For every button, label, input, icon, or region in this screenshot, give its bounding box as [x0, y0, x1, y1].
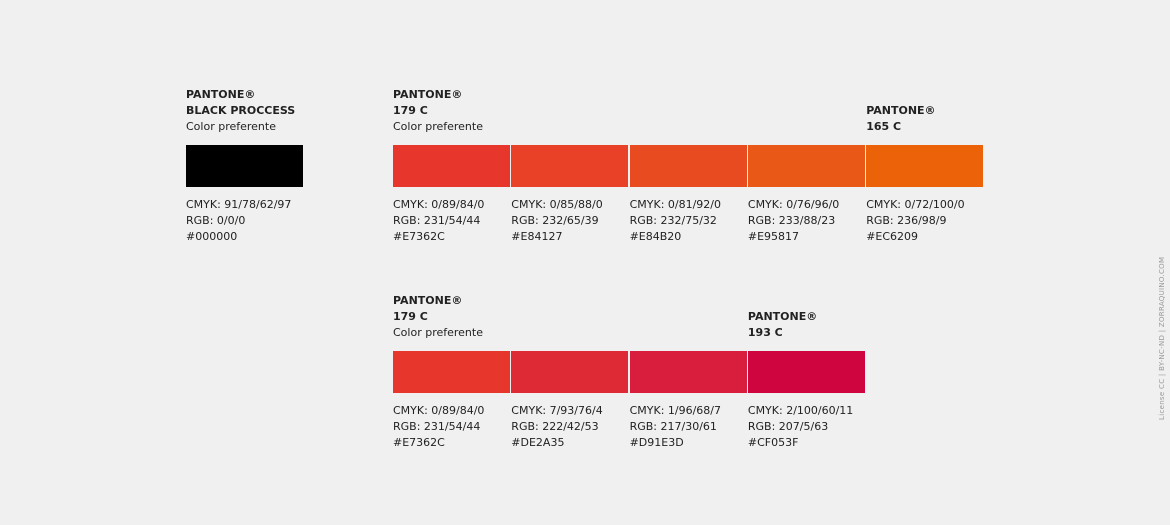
color-rgb: RGB: 232/65/39 [511, 214, 599, 227]
color-cmyk: CMYK: 1/96/68/7 [629, 404, 722, 417]
color-cmyk: CMYK: 0/72/100/0 [866, 198, 965, 211]
label-brand: PANTONE® [747, 310, 818, 323]
color-cmyk: CMYK: 0/76/96/0 [747, 198, 840, 211]
color-swatch [393, 351, 510, 393]
color-info: CMYK: 2/100/60/11 RGB: 207/5/63 #CF053F [748, 403, 853, 451]
label-brand: PANTONE® [866, 104, 936, 117]
color-info: CMYK: 0/89/84/0 RGB: 231/54/44 #E7362C [393, 403, 484, 451]
color-hex: #000000 [186, 230, 238, 243]
color-hex: #EC6209 [866, 230, 919, 243]
color-hex: #D91E3D [629, 436, 684, 449]
color-hex: #E84127 [511, 230, 563, 243]
color-hex: #DE2A35 [511, 436, 565, 449]
color-info: CMYK: 7/93/76/4 RGB: 222/42/53 #DE2A35 [511, 403, 602, 451]
label-name: 179 C [393, 310, 428, 323]
color-rgb: RGB: 236/98/9 [866, 214, 947, 227]
color-swatch [629, 145, 747, 187]
color-cmyk: CMYK: 2/100/60/11 [747, 404, 854, 417]
color-rgb: RGB: 231/54/44 [393, 420, 481, 433]
color-cmyk: CMYK: 0/89/84/0 [393, 404, 485, 417]
label-name: 179 C [393, 104, 428, 117]
label-name: BLACK PROCCESS [186, 104, 296, 117]
color-swatch [747, 351, 865, 393]
pantone-label: PANTONE® 179 C Color preferente [393, 87, 483, 135]
color-hex: #CF053F [747, 436, 799, 449]
pantone-label: PANTONE® BLACK PROCCESS Color preferente [186, 87, 295, 135]
color-rgb: RGB: 231/54/44 [393, 214, 481, 227]
label-brand: PANTONE® [393, 294, 463, 307]
pantone-label: PANTONE® 165 C [866, 103, 935, 135]
color-swatch [393, 145, 510, 187]
color-swatch [747, 145, 865, 187]
color-info: CMYK: 0/76/96/0 RGB: 233/88/23 #E95817 [748, 197, 839, 245]
color-hex: #E84B20 [629, 230, 682, 243]
color-rgb: RGB: 222/42/53 [511, 420, 599, 433]
color-rgb: RGB: 0/0/0 [186, 214, 246, 227]
label-name: 165 C [866, 120, 902, 133]
color-info: CMYK: 91/78/62/97 RGB: 0/0/0 #000000 [186, 197, 291, 245]
color-info: CMYK: 0/85/88/0 RGB: 232/65/39 #E84127 [511, 197, 602, 245]
color-info: CMYK: 0/72/100/0 RGB: 236/98/9 #EC6209 [866, 197, 964, 245]
pantone-label: PANTONE® 193 C [748, 309, 817, 341]
color-info: CMYK: 0/89/84/0 RGB: 231/54/44 #E7362C [393, 197, 484, 245]
color-rgb: RGB: 207/5/63 [747, 420, 829, 433]
color-rgb: RGB: 217/30/61 [629, 420, 717, 433]
color-rgb: RGB: 233/88/23 [747, 214, 836, 227]
color-hex: #E95817 [747, 230, 800, 243]
color-info: CMYK: 1/96/68/7 RGB: 217/30/61 #D91E3D [630, 403, 721, 451]
color-cmyk: CMYK: 0/85/88/0 [511, 198, 603, 211]
label-note: Color preferente [393, 326, 483, 339]
color-cmyk: CMYK: 0/81/92/0 [629, 198, 722, 211]
color-swatch [511, 145, 629, 187]
color-cmyk: CMYK: 0/89/84/0 [393, 198, 485, 211]
license: License CC | BY-NC-ND | ZORRAQUINO.COM [1158, 256, 1166, 420]
color-rgb: RGB: 232/75/32 [629, 214, 717, 227]
color-swatch [629, 351, 747, 393]
color-hex: #E7362C [393, 436, 445, 449]
color-hex: #E7362C [393, 230, 445, 243]
color-swatch [186, 145, 303, 187]
color-swatch [866, 145, 984, 187]
color-cmyk: CMYK: 7/93/76/4 [511, 404, 603, 417]
label-note: Color preferente [186, 120, 276, 133]
label-note: Color preferente [393, 120, 483, 133]
label-name: 193 C [747, 326, 783, 339]
color-info: CMYK: 0/81/92/0 RGB: 232/75/32 #E84B20 [630, 197, 721, 245]
color-swatch [511, 351, 629, 393]
pantone-label: PANTONE® 179 C Color preferente [393, 293, 483, 341]
color-cmyk: CMYK: 91/78/62/97 [186, 198, 292, 211]
label-brand: PANTONE® [393, 88, 463, 101]
label-brand: PANTONE® [186, 88, 256, 101]
